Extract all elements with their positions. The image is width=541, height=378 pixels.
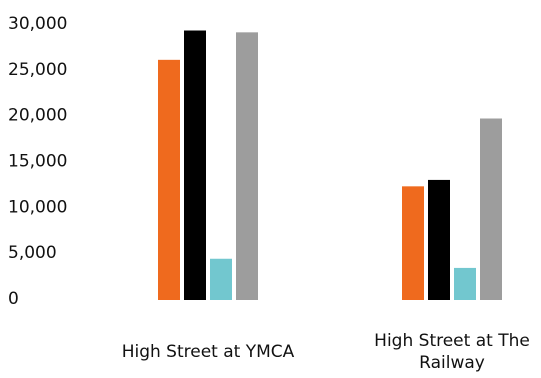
bar (402, 186, 424, 300)
y-axis-tick-labels: 0 5,000 10,000 15,000 20,000 25,000 30,000 (8, 14, 67, 309)
y-tick-label: 25,000 (8, 60, 67, 80)
bar (428, 179, 450, 300)
bar (454, 267, 476, 300)
category-label: High Street at YMCA (122, 342, 295, 362)
category-labels: High Street at YMCA High Street at The Rai… (122, 331, 530, 373)
bar (184, 30, 206, 300)
y-tick-label: 20,000 (8, 106, 67, 126)
bar (236, 32, 258, 300)
y-tick-label: 15,000 (8, 152, 67, 172)
y-tick-label: 30,000 (8, 14, 67, 34)
y-tick-label: 5,000 (8, 243, 57, 263)
bar (210, 258, 232, 300)
y-tick-label: 0 (8, 289, 19, 309)
y-tick-label: 10,000 (8, 197, 67, 217)
category-label: High Street at The Railway (374, 331, 530, 373)
bar (480, 118, 502, 300)
bar (158, 59, 180, 301)
bars (158, 30, 502, 301)
